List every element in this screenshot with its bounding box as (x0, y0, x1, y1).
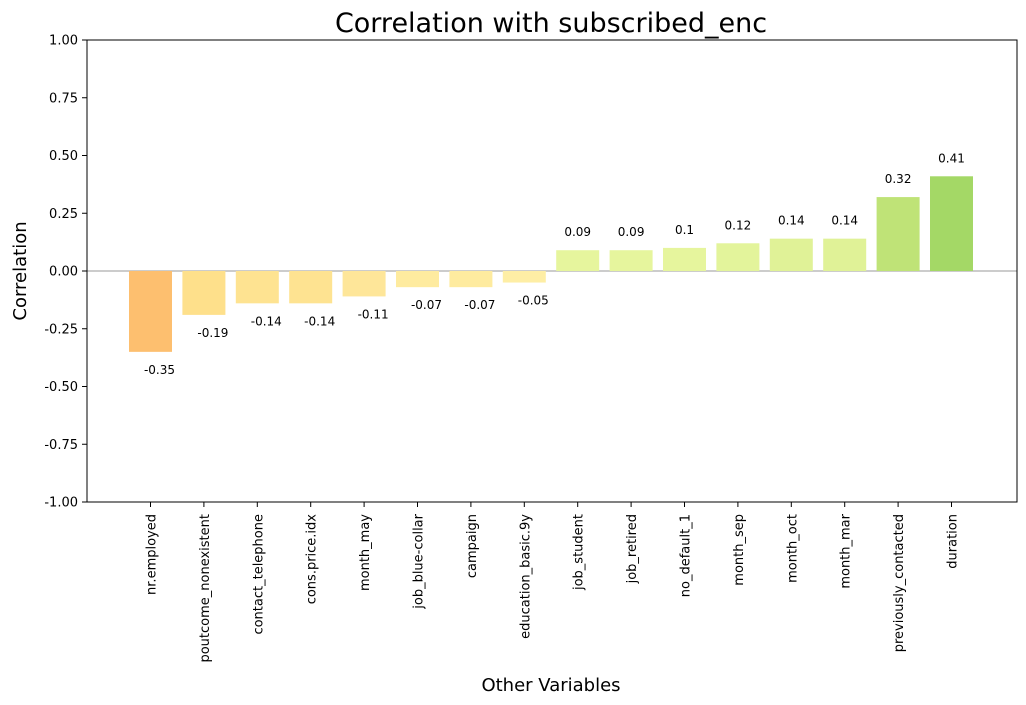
bar-data-label: 0.14 (778, 214, 805, 228)
x-tick-label: nr.employed (145, 514, 160, 595)
bar (769, 238, 813, 271)
bar (129, 271, 172, 352)
bar-data-label: 0.09 (618, 225, 645, 239)
x-tick-label: contact_telephone (251, 514, 266, 635)
bar-data-label: 0.09 (564, 225, 591, 239)
x-tick-label: campaign (465, 514, 480, 578)
bar (502, 271, 546, 283)
x-tick-label: no_default_1 (679, 514, 694, 597)
bar-data-label: -0.05 (518, 294, 549, 308)
y-tick-label: -0.75 (44, 438, 78, 453)
x-tick-label: job_student (572, 514, 587, 591)
bar-data-label: -0.14 (251, 314, 282, 328)
x-tick-label: poutcome_nonexistent (198, 514, 213, 663)
x-tick-label: job_blue-collar (412, 513, 427, 609)
x-axis-title: Other Variables (481, 675, 620, 696)
bar-data-label: -0.19 (197, 326, 228, 340)
x-tick-label: previously_contacted (892, 514, 907, 652)
y-tick-label: 0.50 (49, 149, 78, 164)
y-tick-label: -1.00 (44, 496, 78, 511)
y-tick-label: -0.25 (44, 322, 78, 337)
bar-data-label: 0.12 (725, 218, 752, 232)
y-tick-label: 0.25 (49, 207, 78, 222)
bar-data-label: -0.35 (144, 363, 175, 377)
y-tick-label: 0.75 (49, 91, 78, 106)
y-tick-label: 1.00 (49, 34, 78, 49)
bar-data-label: 0.32 (885, 172, 912, 186)
bars-layer (129, 176, 973, 352)
chart-title: Correlation with subscribed_enc (335, 8, 767, 39)
bar (182, 271, 226, 315)
bar (396, 271, 439, 288)
bar (823, 238, 867, 271)
bar (289, 271, 333, 304)
x-tick-label: education_basic.9y (518, 514, 533, 639)
x-tick-label: cons.price.idx (305, 514, 320, 605)
bar-data-label: 0.1 (675, 223, 694, 237)
bar (235, 271, 279, 304)
x-tick-label: duration (946, 514, 961, 569)
y-axis-title: Correlation (10, 221, 31, 320)
x-tick-label: month_may (358, 514, 373, 591)
bar-data-label: -0.11 (358, 307, 389, 321)
x-tick-label: month_oct (785, 514, 800, 583)
data-labels-layer: -0.35 -0.19 -0.14 -0.14 -0.11 -0.07 -0.07 -0.05… (144, 151, 965, 377)
y-tick-label: -0.50 (44, 380, 78, 395)
bar (716, 243, 760, 271)
bar (876, 197, 920, 271)
bar (609, 250, 653, 271)
bar (930, 176, 973, 271)
y-axis-ticks: -1.00 -0.75 -0.50 -0.25 0.00 0.25 0.50 0.75 1.00 (44, 34, 87, 511)
bar-data-label: -0.07 (464, 298, 495, 312)
bar-data-label: -0.14 (304, 314, 335, 328)
bar (449, 271, 493, 288)
bar (342, 271, 386, 297)
bar (556, 250, 600, 271)
bar-data-label: 0.41 (938, 151, 965, 165)
bar (663, 247, 706, 271)
x-tick-label: job_retired (625, 514, 640, 584)
x-tick-label: month_mar (839, 513, 854, 588)
bar-data-label: 0.14 (831, 214, 858, 228)
bar-data-label: -0.07 (411, 298, 442, 312)
y-tick-label: 0.00 (49, 265, 78, 280)
x-tick-label: month_sep (732, 514, 747, 586)
x-axis-ticks: nr.employed poutcome_nonexistent contact_t… (145, 502, 961, 663)
